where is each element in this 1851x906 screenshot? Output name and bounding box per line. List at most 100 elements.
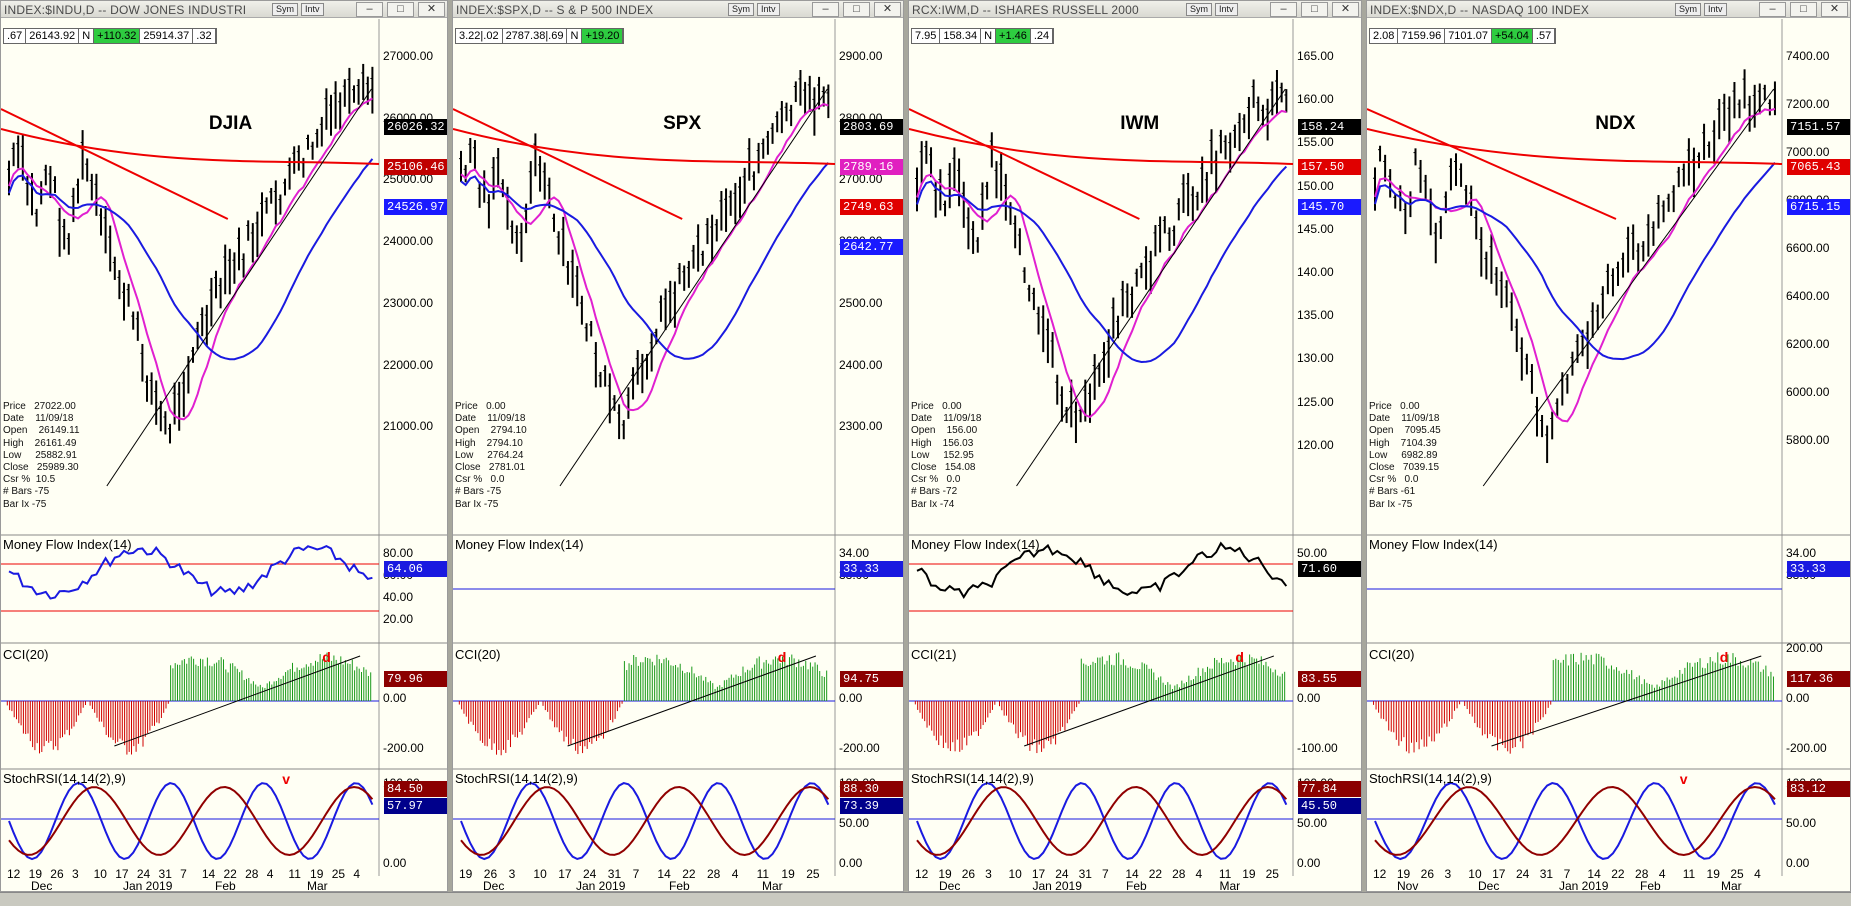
date-axis-tick: 17 <box>558 867 572 881</box>
month-axis-label: Feb <box>1126 879 1147 892</box>
date-axis-tick: 26 <box>483 867 498 881</box>
sym-button[interactable]: Sym <box>728 3 754 16</box>
symbol-label: IWM <box>1120 113 1160 134</box>
maximize-button[interactable]: □ <box>387 2 414 17</box>
data-window: Price 27022.00 Date 11/09/18 Open 26149.… <box>3 401 80 510</box>
price-axis-tick: 2500.00 <box>839 295 883 310</box>
stochrsi-fast-line <box>1374 781 1776 861</box>
stochrsi-fast-line <box>916 781 1288 861</box>
date-axis-tick: 31 <box>158 867 172 881</box>
ma-mid-line <box>8 158 374 361</box>
month-axis-label: Nov <box>1397 879 1419 892</box>
cci-trendline <box>1024 655 1274 747</box>
stochrsi-value: 83.12 <box>1787 781 1850 797</box>
mfi-value: 64.06 <box>384 561 447 577</box>
cci-axis-tick: 0.00 <box>1786 691 1810 705</box>
minimize-button[interactable]: – <box>1270 2 1297 17</box>
date-axis-tick: 14 <box>1125 867 1139 881</box>
quote-field: 2.08 <box>1370 29 1399 43</box>
chart-window-ndx[interactable]: INDEX:$NDX,D -- NASDAQ 100 INDEX Sym Intv –… <box>1366 0 1851 892</box>
symbol-label: SPX <box>663 113 702 134</box>
stochrsi-value: 57.97 <box>384 798 447 814</box>
mfi-value: 33.33 <box>840 561 903 577</box>
intv-button[interactable]: Intv <box>301 3 324 16</box>
annotation-mark: d <box>777 649 787 665</box>
price-axis-tick: 2700.00 <box>839 172 883 187</box>
close-button[interactable]: ✕ <box>1821 2 1848 17</box>
date-axis-tick: 11 <box>756 867 770 881</box>
mfi-value: 71.60 <box>1298 561 1361 577</box>
stochrsi-axis-tick: 50.00 <box>839 816 870 830</box>
stochrsi-axis-tick: 0.00 <box>839 856 863 870</box>
price-label: 158.24 <box>1298 119 1361 135</box>
price-axis-tick: 2300.00 <box>839 419 883 434</box>
chart-window-spx[interactable]: INDEX:$SPX,D -- S & P 500 INDEX Sym Intv – □… <box>452 0 904 892</box>
maximize-button[interactable]: □ <box>1301 2 1328 17</box>
cci-trendline <box>567 655 817 747</box>
price-axis-tick: 130.00 <box>1297 351 1334 366</box>
quote-field: +19.20 <box>582 29 624 43</box>
date-axis-tick: 19 <box>28 867 42 881</box>
price-chart-canvas[interactable] <box>1 1 448 892</box>
sym-button[interactable]: Sym <box>1186 3 1212 16</box>
date-axis-tick: 4 <box>1195 867 1203 881</box>
date-axis-tick: 24 <box>1055 867 1069 881</box>
quote-field: +110.32 <box>94 29 141 43</box>
data-window: Price 0.00 Date 11/09/18 Open 2794.10 Hi… <box>455 401 527 510</box>
stochrsi-value: 45.50 <box>1298 798 1361 814</box>
intv-button[interactable]: Intv <box>757 3 780 16</box>
price-chart-canvas[interactable] <box>909 1 1362 892</box>
price-axis-tick: 120.00 <box>1297 437 1334 452</box>
cci-title: CCI(20) <box>3 647 49 662</box>
quote-bar: 2.08 7159.96 7101.07 +54.04.57 <box>1369 28 1557 44</box>
annotation-mark: d <box>1235 649 1244 665</box>
intv-button[interactable]: Intv <box>1215 3 1238 16</box>
cci-trendline <box>1491 655 1762 747</box>
date-axis-tick: 7 <box>1102 867 1109 881</box>
quote-field: 2787.38|.69 <box>502 29 568 43</box>
window-title: INDEX:$NDX,D -- NASDAQ 100 INDEX <box>1370 3 1590 17</box>
month-axis-label: Jan 2019 <box>123 879 173 892</box>
date-axis-tick: 10 <box>533 867 547 881</box>
window-titlebar: INDEX:$NDX,D -- NASDAQ 100 INDEX Sym Intv –… <box>1367 1 1850 18</box>
stochrsi-axis-tick: 50.00 <box>1297 816 1328 830</box>
minimize-button[interactable]: – <box>1759 2 1786 17</box>
close-button[interactable]: ✕ <box>418 2 445 17</box>
quote-field: 7159.96 <box>1398 29 1446 43</box>
price-label: 157.50 <box>1298 159 1361 175</box>
chart-window-djia[interactable]: INDEX:$INDU,D -- DOW JONES INDUSTRI Sym In… <box>0 0 448 892</box>
price-axis-tick: 140.00 <box>1297 265 1334 279</box>
date-axis-tick: 4 <box>1658 867 1666 881</box>
date-axis-tick: 10 <box>1008 867 1022 881</box>
sym-button[interactable]: Sym <box>1675 3 1701 16</box>
cci-axis-tick: -200.00 <box>1786 741 1827 755</box>
maximize-button[interactable]: □ <box>843 2 870 17</box>
maximize-button[interactable]: □ <box>1790 2 1817 17</box>
quote-field: 7101.07 <box>1445 29 1492 43</box>
price-axis-tick: 2400.00 <box>839 357 883 372</box>
month-axis-label: Mar <box>1219 879 1241 892</box>
close-button[interactable]: ✕ <box>1332 2 1359 17</box>
intv-button[interactable]: Intv <box>1704 3 1727 16</box>
close-button[interactable]: ✕ <box>874 2 901 17</box>
month-axis-label: Dec <box>939 879 961 892</box>
price-chart-canvas[interactable] <box>1367 1 1851 892</box>
quote-field: N <box>567 29 583 43</box>
month-axis-label: Mar <box>1721 879 1742 892</box>
ma-long-line <box>1 128 380 165</box>
price-chart-canvas[interactable] <box>453 1 904 892</box>
red-trendline <box>909 108 1140 220</box>
sym-button[interactable]: Sym <box>272 3 298 16</box>
price-axis-tick: 145.00 <box>1297 221 1334 236</box>
annotation-mark: v <box>1679 771 1688 787</box>
minimize-button[interactable]: – <box>812 2 839 17</box>
stochrsi-title: StochRSI(14,14(2),9) <box>1369 771 1492 786</box>
date-axis-tick: 14 <box>1587 867 1601 881</box>
data-window: Price 0.00 Date 11/09/18 Open 7095.45 Hi… <box>1369 401 1441 510</box>
minimize-button[interactable]: – <box>356 2 383 17</box>
annotation-mark: v <box>282 771 291 787</box>
price-axis-tick: 165.00 <box>1297 49 1334 63</box>
chart-window-iwm[interactable]: RCX:IWM,D -- ISHARES RUSSELL 2000 Sym Intv… <box>908 0 1362 892</box>
quote-field: N <box>79 29 95 43</box>
cci-axis-tick: -200.00 <box>383 741 424 755</box>
